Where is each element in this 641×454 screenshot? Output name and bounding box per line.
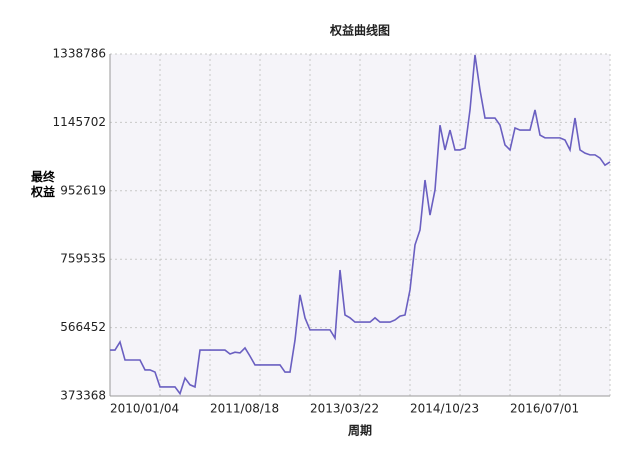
y-tick-label: 952619 [60, 183, 106, 197]
series-line [110, 54, 611, 396]
x-tick-label: 2014/10/23 [410, 402, 479, 416]
y-tick-label: 1338786 [53, 47, 106, 61]
y-tick-label: 759535 [60, 252, 106, 266]
x-tick-label: 2010/01/04 [110, 402, 179, 416]
x-axis-label: 周期 [348, 423, 372, 438]
x-tick-label: 2016/07/01 [510, 402, 579, 416]
y-tick-label: 373368 [60, 389, 106, 403]
chart-title: 权益曲线图 [329, 23, 390, 38]
y-tick-label: 566452 [60, 320, 106, 334]
x-tick-label: 2013/03/22 [310, 402, 379, 416]
y-tick-label: 1145702 [53, 115, 106, 129]
x-tick-label: 2011/08/18 [210, 402, 279, 416]
y-axis-label: 最终权益 [31, 170, 56, 199]
